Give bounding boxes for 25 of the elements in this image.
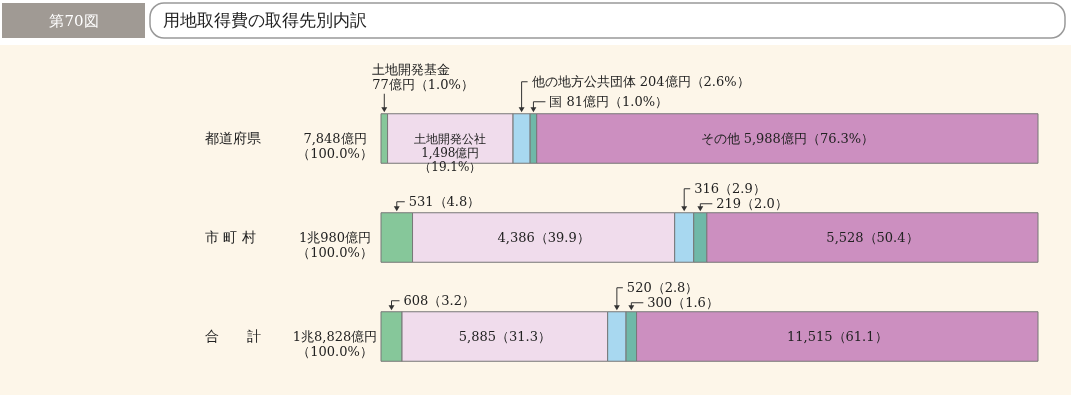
data-label: 5,528（50.4） <box>826 229 919 245</box>
data-label: 316（2.9） <box>694 180 766 196</box>
text: 国 81億円（1.0%） <box>549 93 669 109</box>
total-label: 1兆8,828億円（100.0%） <box>292 328 378 359</box>
data-label: 300（1.6） <box>647 294 719 310</box>
y-tick-label: 市 町 村 <box>205 228 256 245</box>
data-label: 1,498億円（19.1%） <box>419 145 482 174</box>
text: 第70図 <box>49 12 99 30</box>
y-tick-label: 合 計 <box>205 327 261 344</box>
text: その他 5,988億円（76.3%） <box>700 130 875 146</box>
data-label: 219（2.0） <box>716 195 788 211</box>
series-label: 土地開発公社 <box>414 131 487 146</box>
data-label: 531（4.8） <box>408 193 481 209</box>
text: 他の地方公共団体 204億円（2.6%） <box>531 73 750 89</box>
data-label: 11,515（61.1） <box>787 328 888 344</box>
chart-title: 用地取得費の取得先別内訳 <box>163 10 367 30</box>
y-tick-label: 都道府県 <box>205 129 261 146</box>
data-label: 4,386（39.9） <box>497 229 590 245</box>
text: 土地開発基金 <box>372 61 451 77</box>
total-label: 7,848億円（100.0%） <box>297 130 373 161</box>
data-label: 608（3.2） <box>403 292 476 308</box>
data-label: 520（2.8） <box>626 279 699 295</box>
data-label: 77億円（1.0%） <box>372 76 474 92</box>
data-label: 5,885（31.3） <box>458 328 551 344</box>
total-label: 1兆980億円（100.0%） <box>297 229 373 260</box>
